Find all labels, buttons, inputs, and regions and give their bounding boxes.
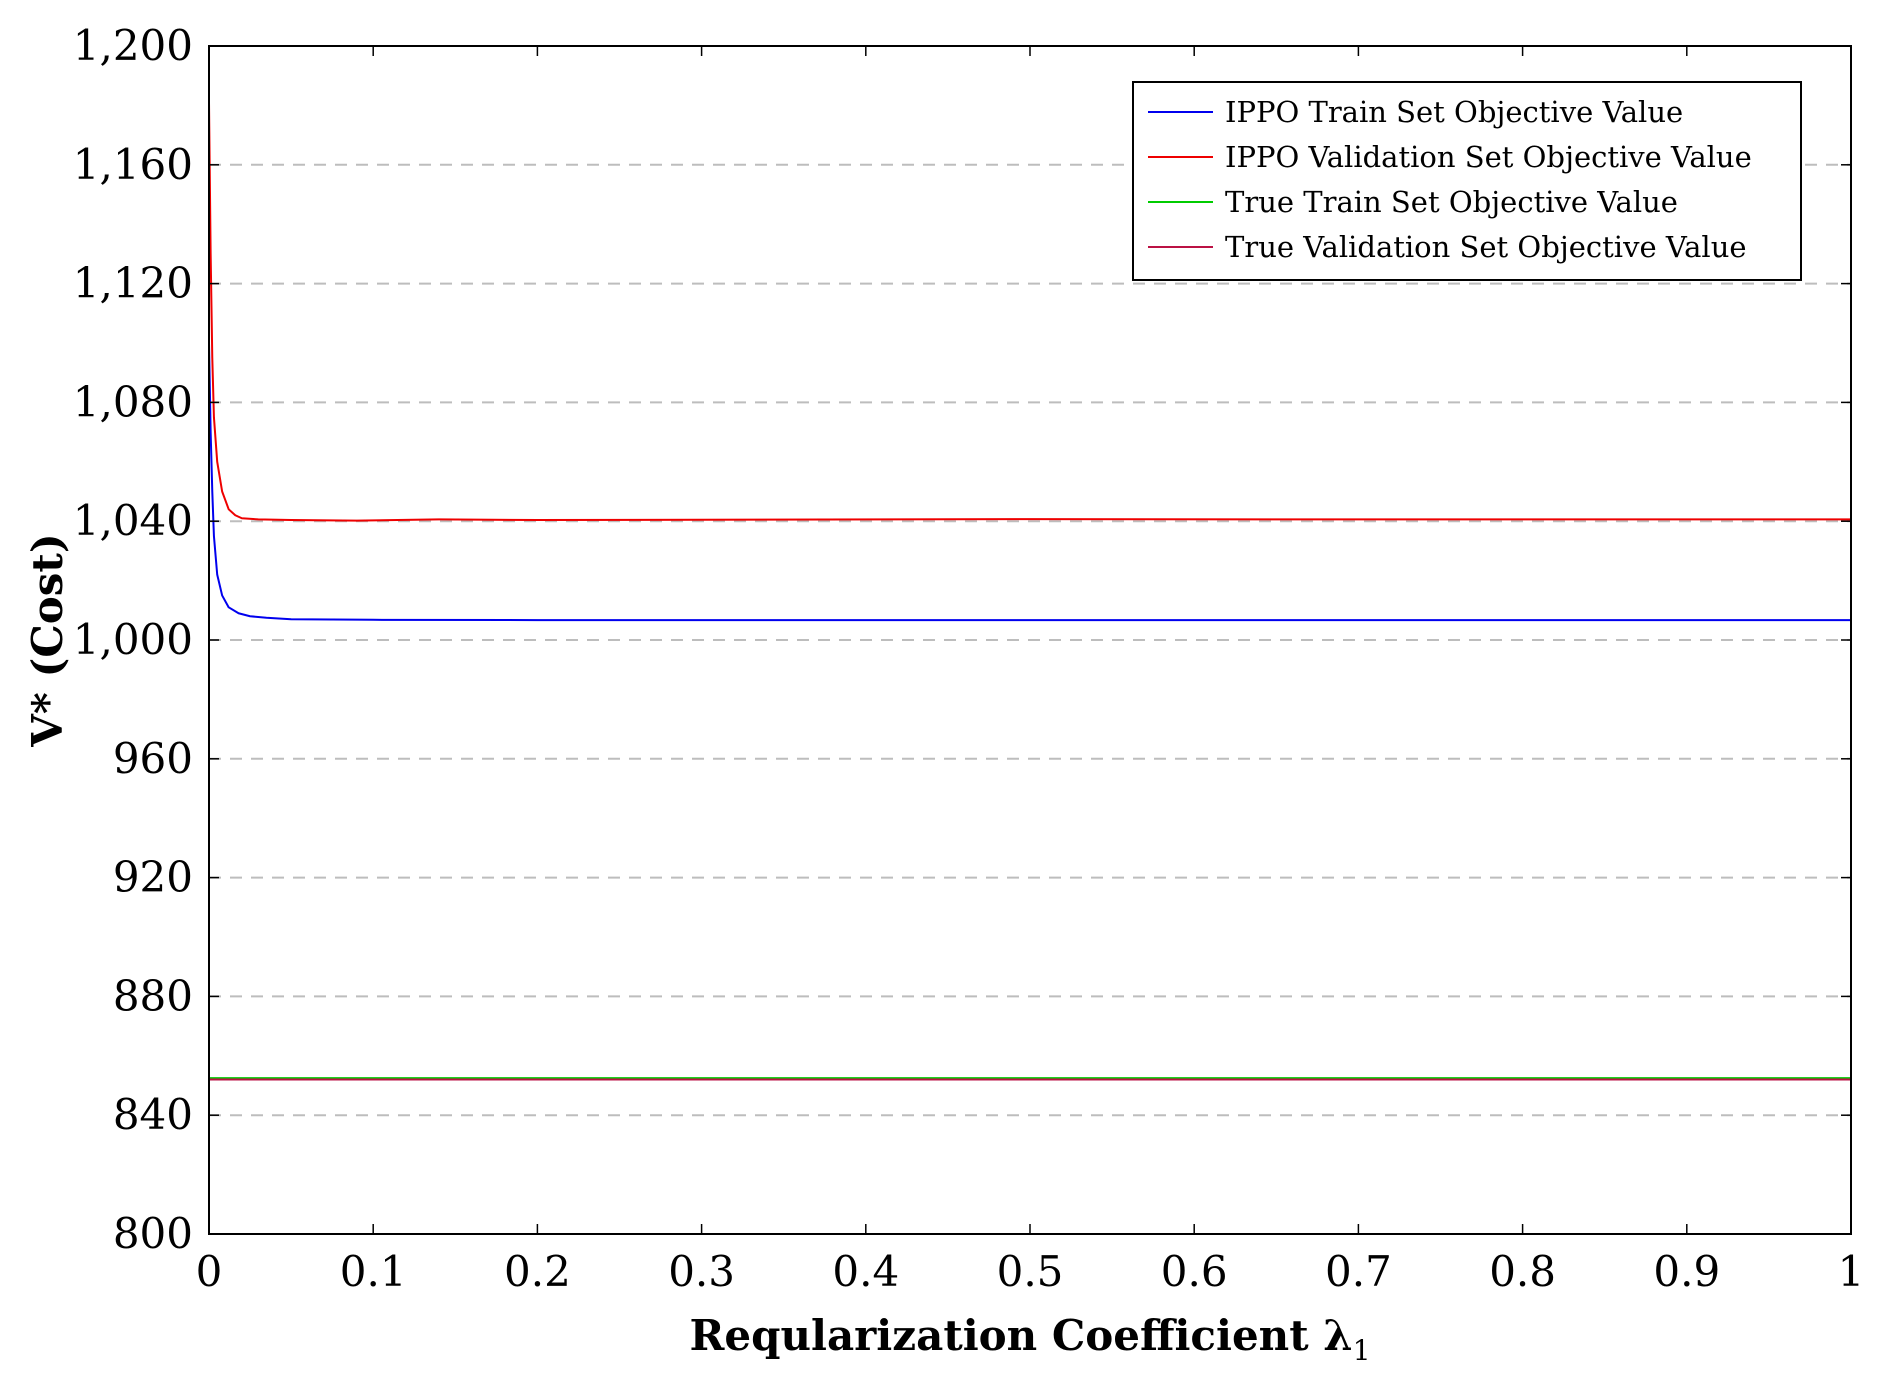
x-tick-label: 0.3: [668, 1247, 735, 1296]
x-tick-label: 0.4: [832, 1247, 899, 1296]
x-tick-label: 0.1: [340, 1247, 407, 1296]
y-tick-label: 1,040: [73, 496, 193, 545]
x-axis-title-subscript: 1: [1353, 1334, 1371, 1367]
x-tick-label: 0.7: [1325, 1247, 1392, 1296]
x-tick-label: 0: [196, 1247, 223, 1296]
legend-box: [1132, 81, 1802, 281]
tick-labels: 800 840 880 920 960 1,000 1,040 1,080 1,120 1,160…: [73, 21, 1865, 1296]
axis-ticks: [208, 45, 1852, 1235]
series-line-2: [208, 102, 1851, 522]
legend-items: IPPO Train Set Objective Value IPPO Valid…: [1148, 95, 1752, 264]
x-tick-label: 0.5: [997, 1247, 1064, 1296]
legend-label: True Train Set Objective Value: [1225, 185, 1678, 219]
x-tick-label: 0.9: [1653, 1247, 1720, 1296]
y-axis-title: V* (Cost): [23, 533, 72, 747]
y-tick-label: 800: [113, 1209, 193, 1258]
legend-label: IPPO Validation Set Objective Value: [1225, 140, 1752, 174]
y-tick-label: 1,000: [73, 615, 193, 664]
y-tick-label: 1,200: [73, 21, 193, 70]
x-axis-title-main: Reqularization Coefficient λ: [689, 1311, 1352, 1360]
y-tick-label: 1,080: [73, 377, 193, 426]
y-tick-label: 920: [113, 853, 193, 902]
y-tick-label: 1,160: [73, 140, 193, 189]
y-tick-label: 1,120: [73, 259, 193, 308]
grid-lines: [209, 163, 1851, 1117]
legend: IPPO Train Set Objective Value IPPO Valid…: [1132, 81, 1802, 281]
legend-label: True Validation Set Objective Value: [1225, 230, 1747, 264]
x-tick-label: 0.2: [504, 1247, 571, 1296]
y-tick-label: 960: [113, 734, 193, 783]
y-tick-label: 880: [113, 971, 193, 1020]
x-tick-label: 0.8: [1489, 1247, 1556, 1296]
x-axis-title: Reqularization Coefficient λ1: [689, 1311, 1370, 1367]
legend-label: IPPO Train Set Objective Value: [1225, 95, 1683, 129]
x-tick-label: 0.6: [1161, 1247, 1228, 1296]
y-tick-label: 840: [113, 1090, 193, 1139]
series-line-1: [208, 342, 1851, 622]
x-tick-label: 1: [1838, 1247, 1865, 1296]
